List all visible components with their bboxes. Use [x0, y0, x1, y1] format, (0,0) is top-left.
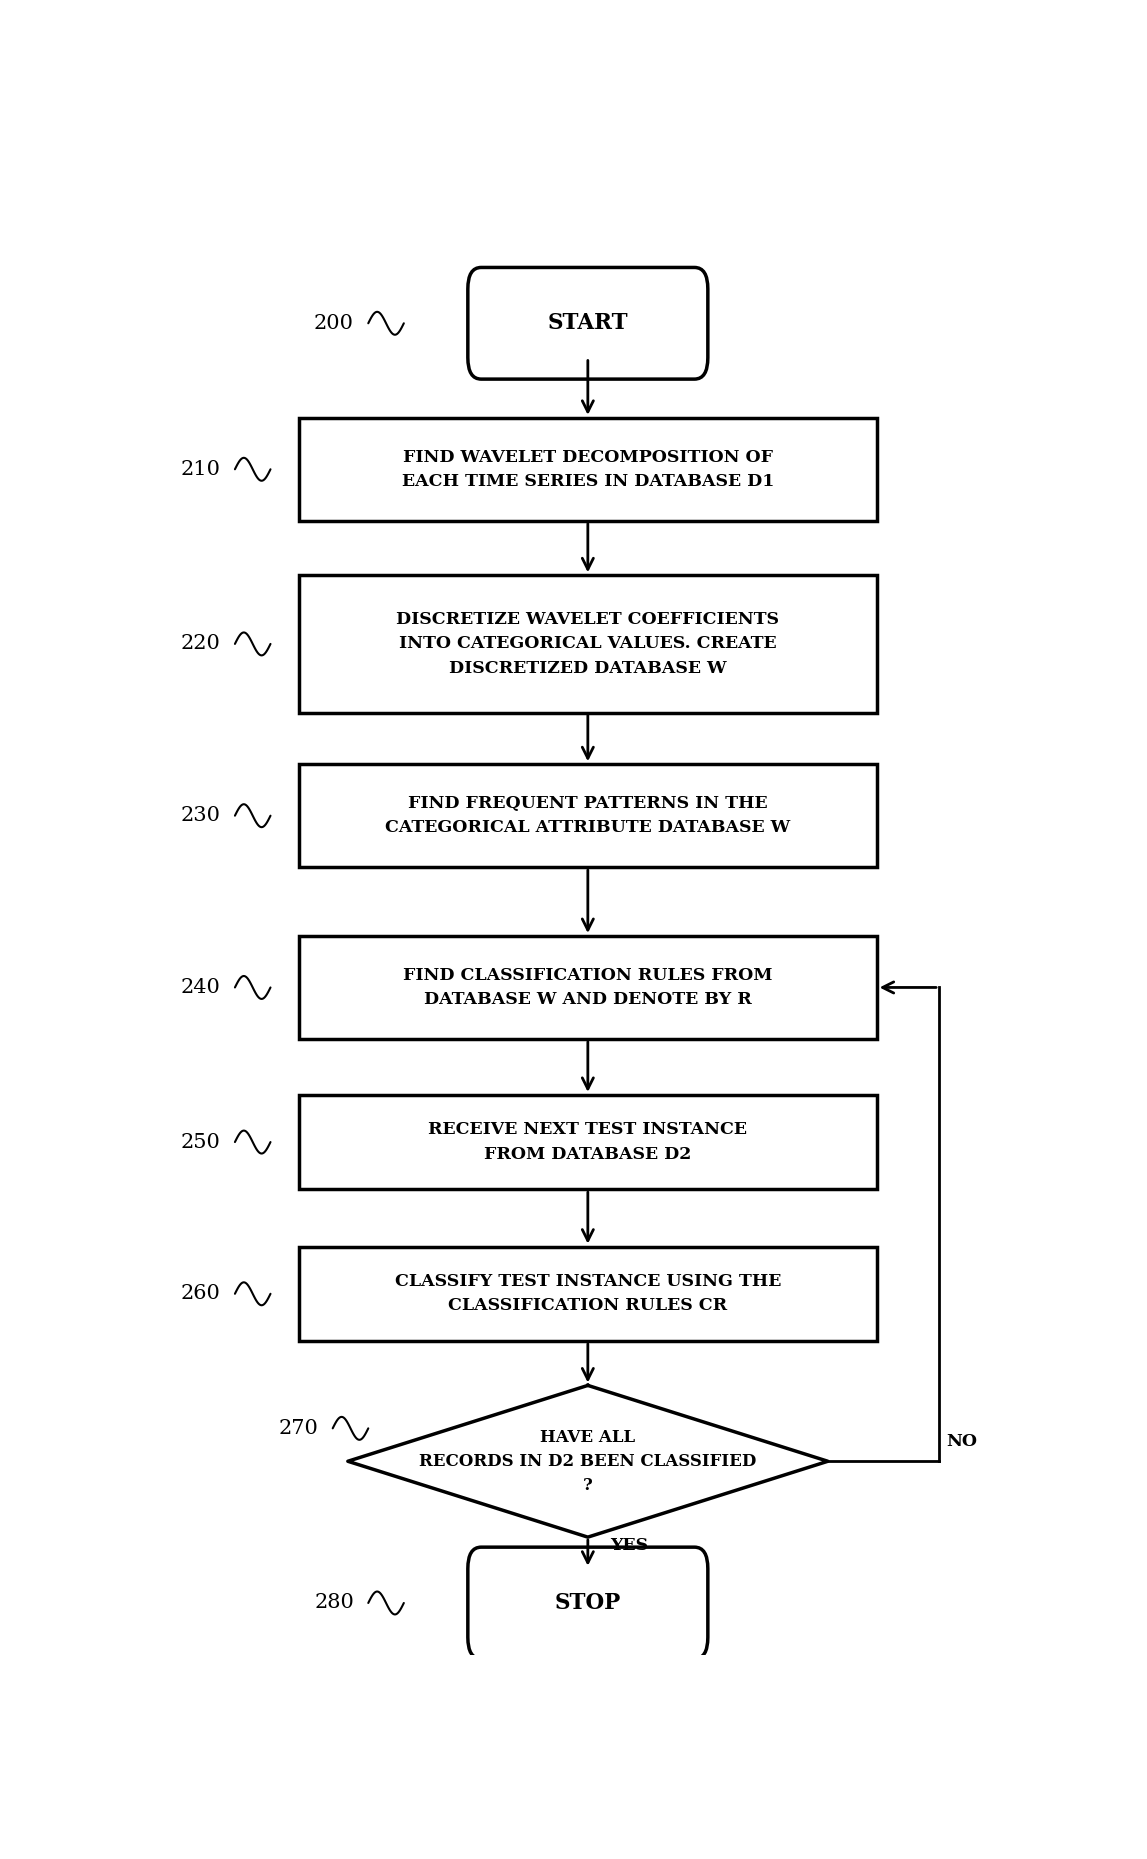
- Text: FIND WAVELET DECOMPOSITION OF
EACH TIME SERIES IN DATABASE D1: FIND WAVELET DECOMPOSITION OF EACH TIME …: [401, 448, 774, 491]
- Text: 270: 270: [279, 1418, 319, 1437]
- Text: 250: 250: [181, 1132, 220, 1151]
- Bar: [299, 1095, 876, 1190]
- Polygon shape: [348, 1385, 828, 1537]
- Bar: [299, 574, 876, 712]
- Text: RECEIVE NEXT TEST INSTANCE
FROM DATABASE D2: RECEIVE NEXT TEST INSTANCE FROM DATABASE…: [428, 1121, 748, 1162]
- Text: HAVE ALL
RECORDS IN D2 BEEN CLASSIFIED
?: HAVE ALL RECORDS IN D2 BEEN CLASSIFIED ?: [419, 1428, 757, 1495]
- Bar: [299, 935, 876, 1039]
- Bar: [299, 1247, 876, 1340]
- Text: START: START: [547, 312, 629, 335]
- Text: 220: 220: [181, 634, 220, 653]
- Text: 230: 230: [181, 807, 220, 825]
- Text: 280: 280: [314, 1593, 354, 1612]
- Text: 240: 240: [181, 978, 220, 996]
- Text: 200: 200: [314, 314, 354, 333]
- Text: FIND FREQUENT PATTERNS IN THE
CATEGORICAL ATTRIBUTE DATABASE W: FIND FREQUENT PATTERNS IN THE CATEGORICA…: [385, 796, 790, 837]
- Text: YES: YES: [610, 1537, 648, 1554]
- FancyBboxPatch shape: [468, 268, 708, 379]
- Text: 260: 260: [181, 1285, 220, 1303]
- Bar: [299, 764, 876, 866]
- Text: NO: NO: [946, 1433, 977, 1450]
- Bar: [299, 418, 876, 521]
- Text: DISCRETIZE WAVELET COEFFICIENTS
INTO CATEGORICAL VALUES. CREATE
DISCRETIZED DATA: DISCRETIZE WAVELET COEFFICIENTS INTO CAT…: [397, 612, 779, 677]
- Text: FIND CLASSIFICATION RULES FROM
DATABASE W AND DENOTE BY R: FIND CLASSIFICATION RULES FROM DATABASE …: [403, 967, 773, 1008]
- Text: 210: 210: [181, 459, 220, 480]
- Text: CLASSIFY TEST INSTANCE USING THE
CLASSIFICATION RULES CR: CLASSIFY TEST INSTANCE USING THE CLASSIF…: [395, 1273, 781, 1314]
- FancyBboxPatch shape: [468, 1547, 708, 1658]
- Text: STOP: STOP: [555, 1591, 621, 1614]
